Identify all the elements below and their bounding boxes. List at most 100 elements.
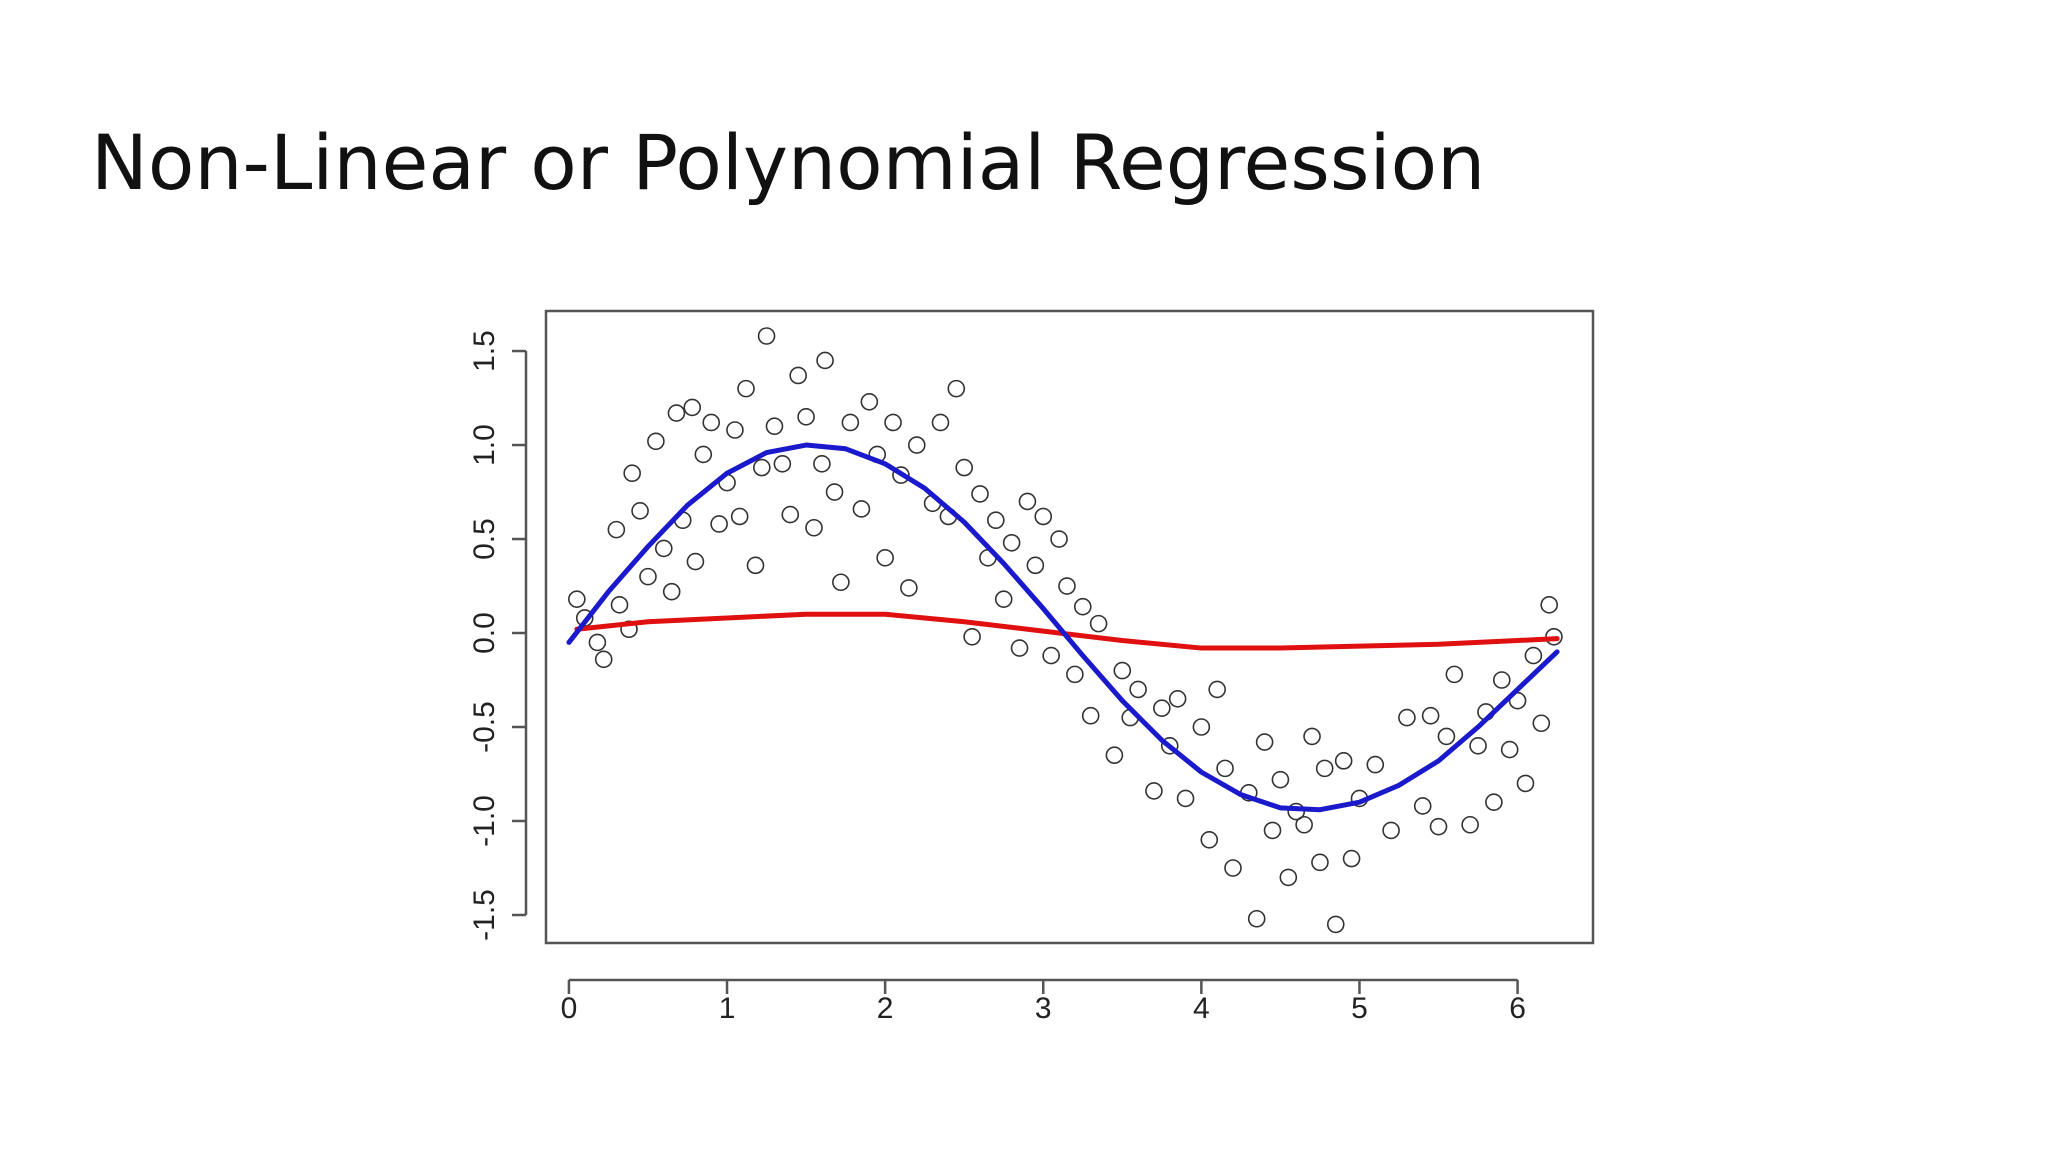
data-point bbox=[639, 567, 657, 586]
data-point bbox=[683, 398, 702, 417]
data-point bbox=[654, 539, 673, 558]
data-point bbox=[686, 552, 705, 571]
data-point bbox=[955, 458, 973, 477]
x-tick-label: 5 bbox=[1351, 992, 1368, 1025]
data-point bbox=[1366, 755, 1385, 774]
data-point bbox=[813, 455, 831, 473]
data-point bbox=[710, 515, 728, 533]
data-point bbox=[1050, 530, 1068, 548]
data-point bbox=[947, 379, 966, 398]
data-point bbox=[1295, 815, 1313, 834]
data-point bbox=[1113, 661, 1132, 680]
data-point bbox=[702, 413, 721, 432]
data-point bbox=[1145, 782, 1163, 800]
data-point bbox=[1279, 868, 1298, 887]
data-point bbox=[746, 556, 765, 575]
data-point bbox=[1398, 708, 1416, 727]
data-point bbox=[781, 505, 800, 524]
data-point bbox=[841, 413, 860, 432]
x-tick-label: 4 bbox=[1193, 992, 1210, 1025]
data-point bbox=[765, 417, 784, 436]
data-point bbox=[662, 582, 681, 601]
data-point bbox=[1192, 718, 1211, 736]
x-tick-label: 0 bbox=[561, 992, 578, 1025]
data-point bbox=[667, 404, 686, 422]
data-point bbox=[816, 351, 834, 370]
data-point bbox=[1429, 817, 1448, 836]
data-point bbox=[907, 436, 926, 454]
data-point bbox=[1073, 597, 1092, 616]
data-point bbox=[789, 366, 807, 385]
data-point bbox=[773, 455, 792, 473]
data-point bbox=[1315, 759, 1334, 778]
data-point bbox=[1485, 793, 1503, 812]
data-point bbox=[797, 408, 815, 426]
data-point bbox=[1445, 665, 1464, 684]
data-point bbox=[737, 379, 755, 398]
data-point bbox=[1153, 699, 1171, 718]
data-point bbox=[1516, 774, 1535, 793]
data-point bbox=[1105, 746, 1124, 765]
data-point bbox=[1168, 690, 1187, 708]
y-tick-label: 1.5 bbox=[468, 330, 501, 372]
fit-line bbox=[574, 611, 1560, 651]
data-point bbox=[1081, 706, 1100, 725]
data-point bbox=[1010, 639, 1029, 657]
data-point bbox=[1437, 727, 1456, 746]
data-point bbox=[1247, 909, 1266, 928]
y-tick-label: 0.5 bbox=[468, 518, 501, 560]
x-tick-label: 1 bbox=[719, 992, 736, 1025]
data-point bbox=[1208, 680, 1226, 699]
data-point bbox=[1224, 859, 1242, 877]
data-point bbox=[1287, 802, 1306, 821]
data-point bbox=[647, 432, 665, 451]
plot-frame bbox=[544, 309, 1595, 945]
data-point bbox=[825, 483, 844, 501]
data-point bbox=[1026, 556, 1045, 575]
data-point bbox=[1002, 533, 1021, 552]
data-point bbox=[805, 518, 823, 537]
data-point bbox=[694, 445, 713, 464]
x-tick-label: 3 bbox=[1035, 992, 1052, 1025]
data-point bbox=[1492, 671, 1511, 689]
data-point bbox=[757, 327, 776, 345]
data-point bbox=[892, 466, 910, 484]
data-point bbox=[1382, 821, 1400, 840]
data-point bbox=[588, 633, 607, 652]
data-point bbox=[1524, 646, 1543, 665]
data-point bbox=[1413, 797, 1432, 815]
data-point bbox=[884, 413, 902, 432]
data-point bbox=[1255, 733, 1274, 751]
fit-line bbox=[566, 442, 1560, 813]
data-point bbox=[623, 464, 641, 483]
data-point bbox=[1034, 507, 1053, 526]
data-point bbox=[1334, 752, 1353, 770]
data-point bbox=[987, 511, 1005, 530]
data-point bbox=[852, 500, 871, 518]
data-point bbox=[753, 458, 771, 477]
y-tick-label: 1.0 bbox=[468, 424, 501, 466]
data-point bbox=[1326, 915, 1345, 934]
data-point bbox=[607, 520, 626, 539]
data-point bbox=[1500, 740, 1519, 759]
data-point bbox=[900, 579, 918, 597]
data-point bbox=[876, 549, 894, 567]
data-point bbox=[1421, 706, 1440, 725]
data-point bbox=[994, 590, 1013, 608]
data-point bbox=[631, 502, 649, 520]
data-point bbox=[1018, 492, 1037, 511]
y-tick-label: -1.5 bbox=[468, 889, 501, 941]
data-point bbox=[1469, 737, 1487, 755]
data-point bbox=[1216, 759, 1234, 778]
data-point bbox=[832, 573, 850, 592]
data-point bbox=[1311, 853, 1329, 872]
data-point bbox=[1066, 665, 1084, 684]
data-point bbox=[1160, 737, 1179, 755]
data-point bbox=[860, 392, 879, 411]
data-point bbox=[610, 596, 629, 614]
x-tick-label: 2 bbox=[877, 992, 894, 1025]
y-tick-label: -0.5 bbox=[468, 701, 501, 753]
data-point bbox=[1532, 714, 1551, 733]
